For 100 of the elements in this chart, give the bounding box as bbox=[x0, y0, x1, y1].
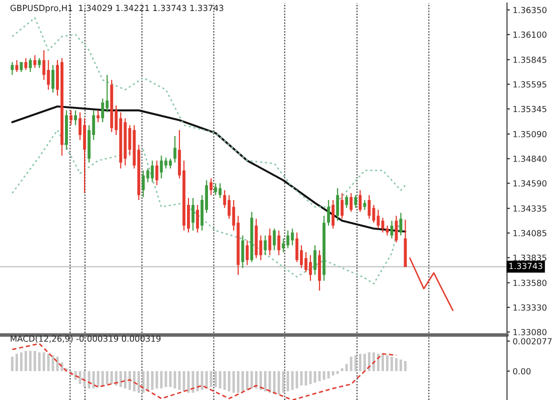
bar bbox=[47, 354, 50, 372]
y-tick-label: 1.36100 bbox=[513, 32, 546, 38]
y-tick-label: 1.34085 bbox=[513, 230, 546, 236]
bar bbox=[138, 371, 140, 393]
bar bbox=[241, 371, 244, 392]
candlestick bbox=[390, 220, 394, 239]
bar bbox=[395, 358, 398, 372]
candlestick bbox=[168, 158, 172, 170]
chart-title: GBPUSDpro,H1 1.34029 1.34221 1.33743 1.33743 bbox=[10, 4, 224, 13]
bar bbox=[24, 350, 28, 372]
line-series bbox=[11, 105, 406, 233]
y-tick-label: 1.36350 bbox=[513, 6, 546, 14]
bar bbox=[142, 371, 145, 393]
y-tick-label: 1.35595 bbox=[513, 81, 546, 88]
bar bbox=[358, 354, 362, 372]
y-tick-label: 1.34840 bbox=[513, 156, 546, 162]
candlestick bbox=[336, 188, 340, 222]
bar bbox=[151, 371, 154, 390]
bar bbox=[119, 371, 122, 387]
candlestick bbox=[354, 194, 358, 208]
bar bbox=[169, 371, 172, 387]
candlestick bbox=[101, 98, 104, 123]
bar bbox=[210, 371, 212, 387]
bar bbox=[114, 371, 118, 386]
bar bbox=[133, 371, 136, 392]
bar bbox=[124, 371, 126, 388]
bar bbox=[300, 371, 303, 386]
bar bbox=[354, 355, 357, 372]
bar bbox=[250, 371, 253, 388]
bar bbox=[146, 371, 150, 392]
y-tick-label: 1.33580 bbox=[513, 280, 546, 286]
candlestick bbox=[20, 62, 23, 73]
bar bbox=[178, 371, 181, 390]
candlestick bbox=[340, 192, 344, 220]
bar bbox=[218, 371, 222, 388]
bar bbox=[382, 354, 384, 372]
candlestick bbox=[314, 244, 316, 276]
bar bbox=[286, 371, 290, 392]
bar bbox=[268, 371, 272, 393]
bar bbox=[34, 350, 36, 372]
y-tick-label: 0.00 bbox=[513, 368, 531, 374]
candlestick bbox=[155, 160, 158, 186]
bar bbox=[260, 371, 262, 390]
bar bbox=[340, 368, 344, 372]
bar bbox=[404, 361, 407, 372]
candlestick bbox=[399, 212, 402, 236]
candlestick bbox=[241, 234, 244, 269]
candlestick bbox=[358, 190, 362, 212]
candlestick bbox=[96, 110, 100, 123]
y-tick-label: 1.34590 bbox=[513, 180, 546, 187]
candlestick bbox=[246, 240, 249, 266]
bar bbox=[156, 371, 158, 388]
candlestick bbox=[33, 54, 36, 69]
candlestick bbox=[268, 228, 272, 256]
bar bbox=[214, 371, 217, 387]
candlestick bbox=[394, 215, 398, 243]
bar bbox=[20, 352, 23, 372]
bar bbox=[228, 371, 230, 392]
candlestick bbox=[51, 64, 54, 94]
bar bbox=[96, 371, 100, 387]
candlestick bbox=[363, 199, 366, 210]
bar bbox=[278, 371, 280, 394]
candlestick bbox=[24, 58, 28, 71]
bar bbox=[368, 352, 370, 372]
bar bbox=[29, 350, 32, 372]
bar bbox=[160, 371, 163, 388]
candlestick bbox=[210, 178, 213, 196]
bar bbox=[38, 352, 41, 372]
candlestick bbox=[74, 110, 77, 126]
bar bbox=[390, 356, 394, 372]
bar bbox=[363, 354, 366, 372]
bar bbox=[291, 371, 294, 390]
y-tick-label: 1.35090 bbox=[513, 130, 546, 138]
bar bbox=[52, 355, 54, 372]
bar bbox=[56, 356, 59, 372]
bar bbox=[246, 371, 248, 390]
y-tick-label: 1.35845 bbox=[513, 56, 546, 63]
bar bbox=[128, 371, 131, 390]
candlestick bbox=[28, 58, 32, 73]
bar bbox=[92, 371, 95, 388]
candlestick bbox=[327, 199, 330, 226]
candlestick bbox=[345, 194, 348, 208]
bar bbox=[255, 371, 258, 388]
line-series bbox=[12, 129, 402, 284]
candlestick bbox=[196, 204, 199, 234]
candlestick bbox=[350, 192, 353, 212]
bar bbox=[174, 371, 176, 388]
bar bbox=[42, 352, 46, 372]
bar bbox=[350, 356, 352, 372]
candlestick bbox=[214, 182, 218, 196]
bar bbox=[232, 371, 235, 393]
candlestick bbox=[308, 254, 312, 282]
bar bbox=[296, 371, 298, 388]
bar bbox=[336, 371, 339, 374]
candlestick bbox=[46, 60, 50, 90]
y-tick-label: 0.002077 bbox=[513, 338, 552, 344]
bar bbox=[400, 360, 402, 372]
y-tick-label: 1.34335 bbox=[513, 205, 546, 212]
bar bbox=[110, 371, 113, 384]
chart-title: MACD(12,26,9) -0.000319 0.000319 bbox=[10, 335, 161, 343]
